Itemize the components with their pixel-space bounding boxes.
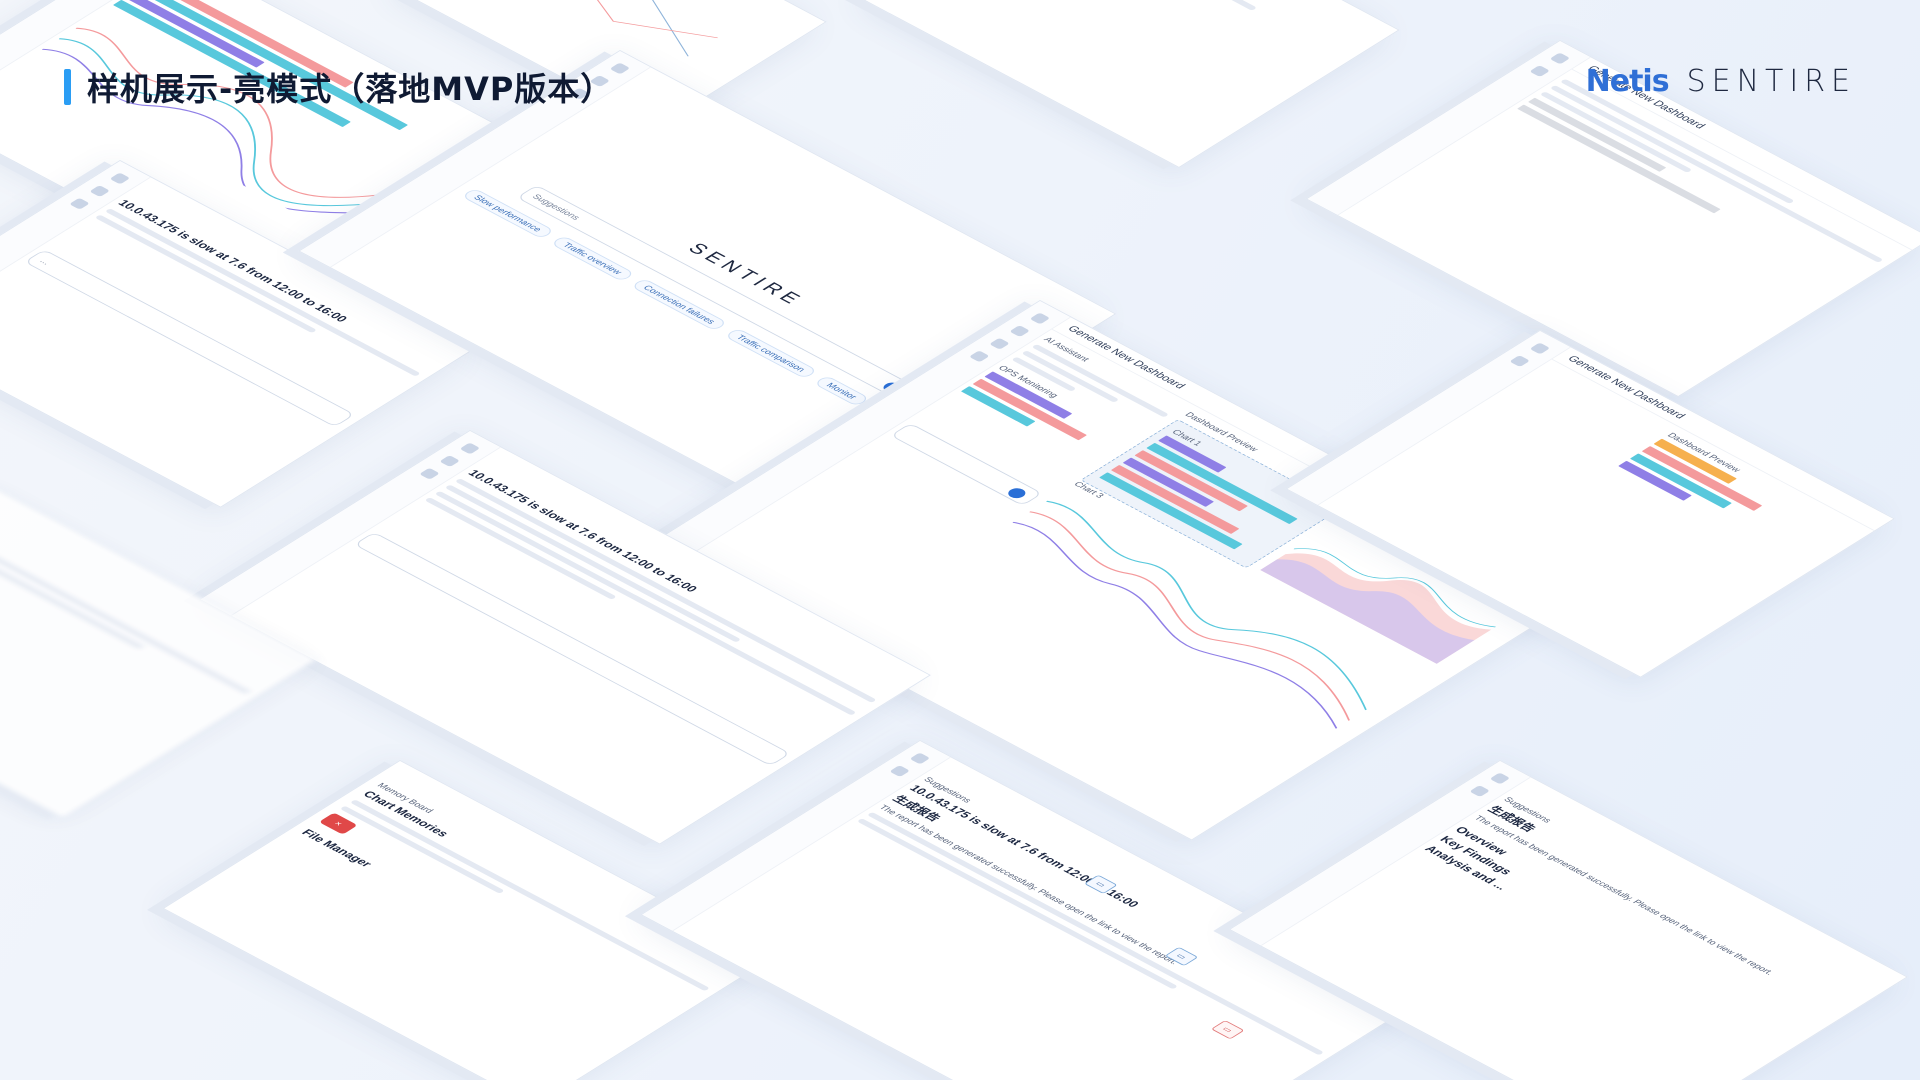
chart-2-card[interactable]: From 2025-08-12 00:00 To 2025-08-12 23:5… [1255, 512, 1540, 673]
send-button[interactable] [1004, 486, 1029, 501]
flow-node-error: ▭ [1210, 1020, 1245, 1040]
panel-ready-to-create: Ready to Create [859, 0, 1400, 168]
netis-logo: Netis [1585, 64, 1670, 99]
page-title: 样机展示-亮模式（落地MVP版本） [87, 70, 614, 108]
assistant-input[interactable] [890, 422, 1043, 506]
page-header: 样机展示-亮模式（落地MVP版本） [64, 64, 613, 110]
sentire-logo: SENTIRE [1686, 64, 1856, 99]
title-accent-bar [64, 69, 71, 105]
panel-chart-dashboard-topleft [0, 0, 523, 298]
panel-main-dashboard: Generate New Dashboard AI Assistant OPS … [642, 300, 1590, 841]
panel-settings: Setting Memories Cancel Save [0, 480, 318, 819]
chat-input[interactable]: ... [23, 249, 355, 428]
suggestions-label: Suggestions [530, 192, 583, 222]
area-chart [1260, 548, 1496, 664]
line-chart [1012, 500, 1367, 729]
sentire-home-logo: SENTIRE [682, 240, 809, 310]
home-search-input[interactable]: Suggestions [516, 184, 918, 401]
chart-3-card[interactable]: Chart 3 [967, 480, 1443, 744]
panel-small-chart-top [389, 0, 827, 129]
brand-logos: Netis SENTIRE [1586, 64, 1856, 99]
